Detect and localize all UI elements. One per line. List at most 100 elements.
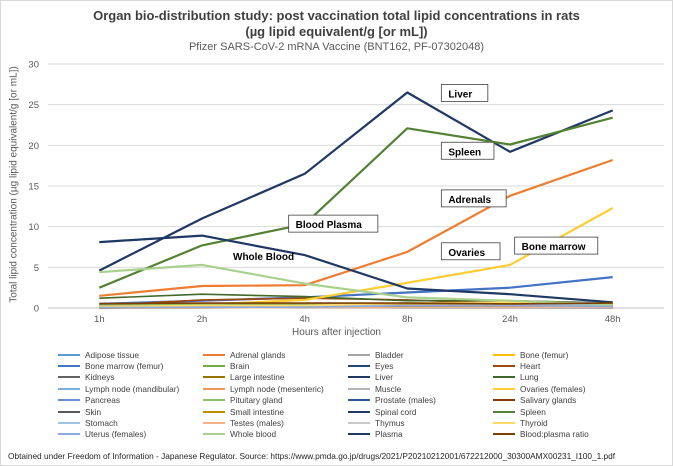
legend-item: Stomach — [58, 417, 203, 428]
legend-item: Testes (males) — [203, 417, 348, 428]
legend-item: Adrenal glands — [203, 349, 348, 360]
legend-label: Heart — [520, 361, 541, 372]
x-tick-label: 4h — [299, 314, 310, 325]
legend-item: Ovaries (females) — [493, 383, 670, 394]
series-line — [99, 304, 613, 309]
legend-item: Thyroid — [493, 417, 670, 428]
legend-item: Thymus — [348, 417, 493, 428]
annotation-label: Whole Blood — [233, 252, 294, 263]
legend-label: Ovaries (females) — [520, 383, 586, 394]
legend-swatch — [203, 399, 225, 402]
legend-item: Large intestine — [203, 372, 348, 383]
y-tick-label: 20 — [28, 141, 39, 152]
series-line — [99, 263, 613, 306]
legend-label: Blood:plasma ratio — [520, 429, 589, 440]
legend-label: Adrenal glands — [230, 349, 286, 360]
series-line — [99, 158, 614, 297]
legend-swatch — [58, 410, 80, 413]
y-tick-label: 30 — [28, 60, 39, 71]
legend-swatch — [58, 422, 80, 425]
legend-item: Heart — [493, 360, 670, 371]
x-axis-label: Hours after injection — [292, 327, 381, 338]
legend-item: Pancreas — [58, 395, 203, 406]
legend-swatch — [58, 399, 80, 402]
legend-label: Whole blood — [230, 429, 277, 440]
series-line — [99, 234, 613, 304]
legend-item: Adipose tissue — [58, 349, 203, 360]
legend-item: Plasma — [348, 429, 493, 440]
legend-swatch — [203, 422, 225, 425]
legend-swatch — [203, 433, 225, 436]
legend-label: Large intestine — [230, 372, 285, 383]
legend-item: Small intestine — [203, 406, 348, 417]
legend-label: Skin — [85, 406, 102, 417]
legend-item: Spleen — [493, 406, 670, 417]
legend-swatch — [493, 376, 515, 379]
legend-label: Salivary glands — [520, 395, 577, 406]
y-tick-label: 0 — [34, 304, 39, 315]
series-line — [99, 301, 613, 308]
legend-label: Bone marrow (femur) — [85, 361, 164, 372]
legend-item: Pituitary gland — [203, 395, 348, 406]
legend-label: Thymus — [375, 418, 405, 429]
legend-label: Eyes — [375, 361, 394, 372]
chart-legend: Adipose tissue Adrenal glands Bladder Bone … — [58, 349, 670, 440]
legend-label: Uterus (females) — [85, 429, 147, 440]
annotation-box — [440, 84, 489, 102]
legend-item: Bone (femur) — [493, 349, 670, 360]
legend-item: Bone marrow (femur) — [58, 360, 203, 371]
legend-swatch — [58, 365, 80, 368]
legend-swatch — [203, 353, 225, 356]
legend-item: Lung — [493, 372, 670, 383]
legend-label: Thyroid — [520, 418, 548, 429]
legend-swatch — [203, 365, 225, 368]
annotation-label: Blood Plasma — [296, 220, 363, 231]
legend-item: Skin — [58, 406, 203, 417]
legend-swatch — [348, 433, 370, 436]
legend-label: Plasma — [375, 429, 403, 440]
legend-item: Kidneys — [58, 372, 203, 383]
legend-label: Bone (femur) — [520, 349, 569, 360]
x-tick-label: 48h — [605, 314, 621, 325]
legend-swatch — [493, 399, 515, 402]
legend-item: Salivary glands — [493, 395, 670, 406]
legend-label: Stomach — [85, 418, 118, 429]
legend-item: Muscle — [348, 383, 493, 394]
legend-item: Brain — [203, 360, 348, 371]
chart-title: Organ bio-distribution study: post vacci… — [93, 8, 580, 23]
x-tick-label: 24h — [502, 314, 518, 325]
legend-item: Uterus (females) — [58, 429, 203, 440]
chart-subtitle: Pfizer SARS-CoV-2 mRNA Vaccine (BNT162, … — [188, 41, 485, 53]
legend-swatch — [58, 387, 80, 390]
legend-swatch — [493, 365, 515, 368]
legend-swatch — [58, 353, 80, 356]
legend-item: Prostate (males) — [348, 395, 493, 406]
legend-swatch — [493, 422, 515, 425]
annotation-box — [440, 141, 495, 160]
legend-label: Brain — [230, 361, 250, 372]
legend-label: Testes (males) — [230, 418, 284, 429]
legend-swatch — [493, 387, 515, 390]
legend-swatch — [348, 399, 370, 402]
legend-label: Small intestine — [230, 406, 284, 417]
legend-label: Spleen — [520, 406, 546, 417]
legend-label: Lymph node (mandibular) — [85, 383, 180, 394]
legend-label: Muscle — [375, 383, 402, 394]
x-tick-label: 1h — [94, 314, 105, 325]
annotation-box — [514, 236, 599, 255]
annotation-box — [288, 214, 379, 233]
legend-swatch — [348, 365, 370, 368]
legend-swatch — [348, 353, 370, 356]
legend-swatch — [58, 433, 80, 436]
legend-label: Lung — [520, 372, 539, 383]
annotation-box — [440, 242, 501, 261]
legend-label: Kidneys — [85, 372, 115, 383]
legend-label: Pituitary gland — [230, 395, 283, 406]
x-tick-label: 2h — [197, 314, 208, 325]
x-tick-label: 8h — [402, 314, 413, 325]
y-tick-label: 10 — [28, 222, 39, 233]
legend-swatch — [348, 410, 370, 413]
legend-swatch — [348, 387, 370, 390]
legend-swatch — [348, 376, 370, 379]
legend-swatch — [348, 422, 370, 425]
